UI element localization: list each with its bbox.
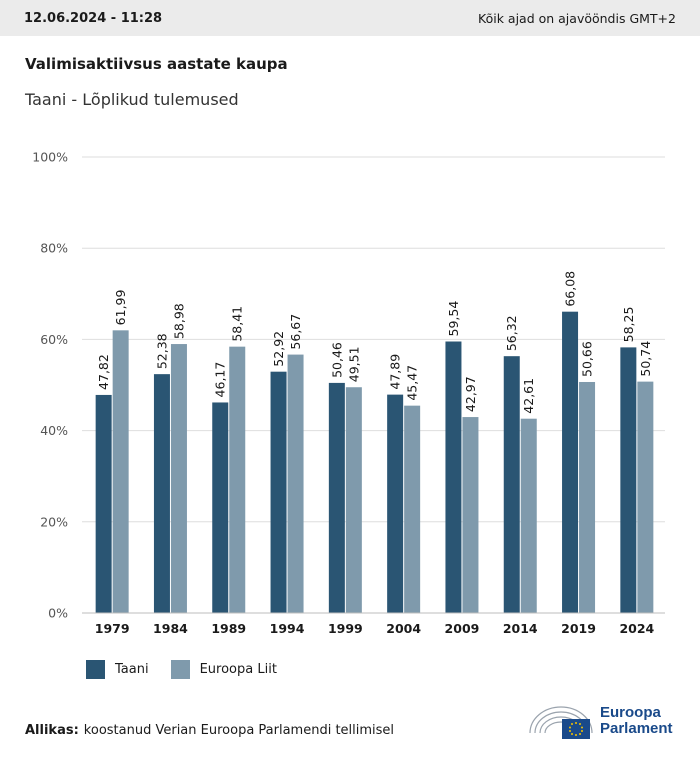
bar-eu-1999	[345, 387, 362, 613]
x-tick-label: 2004	[386, 621, 421, 636]
bar-eu-2004	[404, 405, 421, 613]
axis-layer: 0% 20% 40% 60% 80% 100% 1979 1984 1989 1994 1999 20…	[32, 150, 665, 636]
data-label: 58,41	[230, 306, 245, 342]
data-label: 42,97	[463, 376, 478, 412]
y-tick-label: 40%	[40, 423, 68, 438]
parliament-hemicycle-icon	[529, 706, 593, 739]
legend-item-eu: Euroopa Liit	[170, 660, 277, 679]
data-label: 58,98	[171, 303, 186, 339]
bar-eu-2019	[579, 381, 596, 613]
data-label: 52,92	[271, 331, 286, 367]
timezone-note: Kõik ajad on ajavööndis GMT+2	[478, 10, 676, 26]
data-label: 58,25	[621, 307, 636, 343]
bar-taani-2014	[503, 356, 520, 613]
data-label: 59,54	[446, 301, 461, 337]
bar-taani-1999	[328, 382, 345, 613]
ep-brand-name: Euroopa Parlament	[600, 705, 673, 737]
x-tick-label: 1999	[328, 621, 363, 636]
bar-eu-2024	[637, 381, 654, 613]
data-label: 47,89	[388, 354, 403, 390]
data-label: 56,32	[504, 315, 519, 351]
ep-brand-line1: Euroopa	[600, 704, 661, 721]
x-tick-label: 1994	[270, 621, 305, 636]
bar-taani-1984	[153, 374, 170, 613]
top-bar: 12.06.2024 - 11:28 Kõik ajad on ajavöönd…	[0, 0, 700, 36]
data-label: 50,74	[638, 341, 653, 377]
ep-brand-line2: Parlament	[600, 720, 673, 737]
bar-taani-1994	[270, 371, 287, 613]
source-text: koostanud Verian Euroopa Parlamendi tell…	[83, 723, 395, 738]
source-note: Allikas: koostanud Verian Euroopa Parlame…	[25, 723, 394, 738]
timestamp: 12.06.2024 - 11:28	[24, 10, 163, 26]
bar-eu-2014	[520, 418, 537, 613]
x-tick-label: 1984	[153, 621, 188, 636]
bar-taani-1989	[212, 402, 229, 613]
bar-eu-1979	[112, 330, 129, 613]
bar-taani-2004	[387, 394, 404, 613]
data-label: 61,99	[113, 289, 128, 325]
bar-taani-2009	[445, 341, 462, 613]
x-tick-label: 2019	[561, 621, 596, 636]
source-label: Allikas:	[25, 723, 79, 738]
data-label: 52,38	[154, 333, 169, 369]
data-label: 49,51	[346, 346, 361, 382]
legend-swatch-taani	[86, 660, 105, 679]
legend-label-eu: Euroopa Liit	[199, 662, 277, 677]
x-tick-label: 1979	[95, 621, 130, 636]
bar-eu-1984	[170, 344, 187, 613]
y-tick-label: 0%	[48, 606, 68, 621]
data-label: 46,17	[213, 362, 228, 398]
bar-eu-1994	[287, 354, 304, 613]
y-tick-label: 60%	[40, 332, 68, 347]
x-tick-label: 2024	[619, 621, 654, 636]
data-label: 50,66	[580, 341, 595, 377]
x-tick-label: 1989	[211, 621, 246, 636]
bar-eu-1989	[229, 346, 246, 613]
x-tick-label: 2009	[445, 621, 480, 636]
data-label: 42,61	[521, 378, 536, 414]
y-tick-label: 20%	[40, 514, 68, 529]
y-tick-label: 100%	[32, 150, 68, 165]
data-label: 45,47	[405, 365, 420, 401]
legend-item-taani: Taani	[86, 660, 149, 679]
bar-taani-1979	[95, 394, 112, 613]
bar-taani-2024	[620, 347, 637, 613]
legend: Taani Euroopa Liit	[86, 660, 299, 679]
chart-subtitle: Taani - Lõplikud tulemused	[25, 90, 239, 109]
data-label: 50,46	[329, 342, 344, 378]
x-tick-label: 2014	[503, 621, 538, 636]
data-label: 56,67	[288, 314, 303, 350]
bar-layer	[95, 311, 654, 613]
y-tick-label: 80%	[40, 241, 68, 256]
ep-logo: Euroopa Parlament	[528, 700, 673, 742]
data-label: 47,82	[96, 354, 111, 390]
bar-taani-2019	[562, 311, 579, 613]
legend-label-taani: Taani	[115, 662, 149, 677]
bar-eu-2009	[462, 417, 479, 613]
chart-title: Valimisaktiivsus aastate kaupa	[25, 55, 288, 73]
data-label: 66,08	[563, 271, 578, 307]
legend-swatch-eu	[170, 660, 190, 679]
